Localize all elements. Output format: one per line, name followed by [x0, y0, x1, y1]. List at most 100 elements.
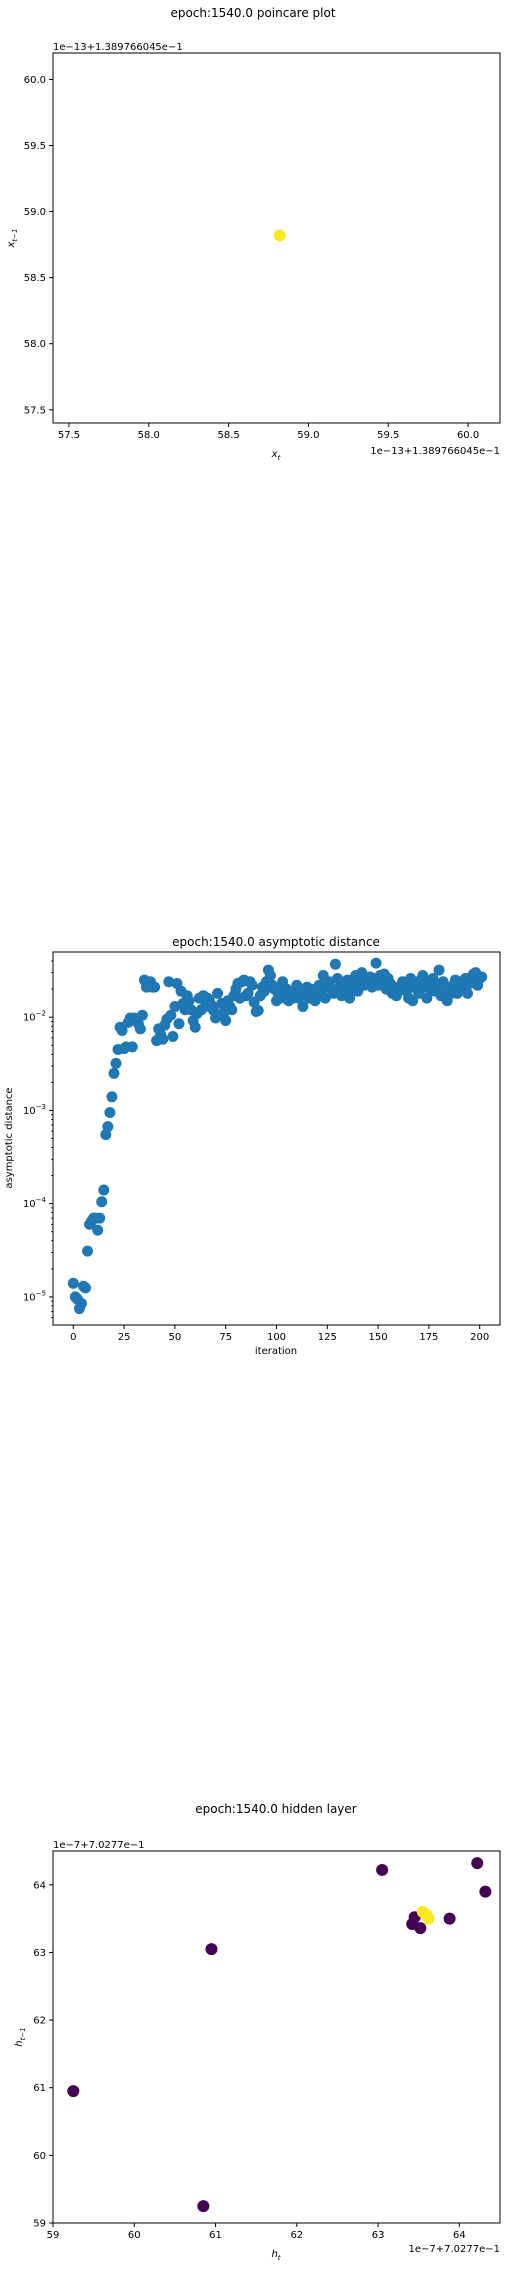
asymptotic-x-axis-label: iteration [255, 1346, 297, 1357]
poincare-point [273, 229, 286, 242]
asymptotic-x-tick-label: 200 [470, 1332, 489, 1343]
asymptotic-point [344, 992, 356, 1004]
hidden-y-tick-label: 62 [33, 2016, 46, 2027]
hidden-x-tick-label: 62 [290, 2230, 303, 2241]
asymptotic-point [264, 969, 276, 981]
hidden-y-tick-label: 59 [33, 2219, 46, 2230]
asymptotic-point [157, 1033, 169, 1045]
hidden-marks: 59 60 61 62 63 64 59 60 61 62 63 64 [33, 1857, 492, 2241]
asymptotic-point [329, 958, 341, 970]
asymptotic-point [421, 992, 433, 1004]
asymptotic-point [226, 1004, 238, 1016]
asymptotic-point [189, 1021, 201, 1033]
poincare-title: epoch:1540.0 poincare plot [170, 6, 335, 20]
asymptotic-point [94, 1212, 106, 1224]
asymptotic-point [116, 1024, 128, 1036]
asymptotic-y-axis-label: asymptotic distance [4, 1087, 15, 1188]
asymptotic-point [134, 1023, 146, 1035]
hidden-point-dark [67, 2085, 80, 2098]
asymptotic-point [110, 1057, 122, 1069]
asymptotic-point [92, 1224, 104, 1236]
poincare-x-tick-label: 59.0 [297, 430, 319, 441]
asymptotic-point [126, 1041, 138, 1053]
poincare-axes-frame [52, 52, 501, 424]
asymptotic-point [407, 995, 419, 1007]
asymptotic-point [98, 1184, 110, 1196]
asymptotic-point [173, 1018, 185, 1030]
poincare-y-tick-label: 59.0 [24, 207, 46, 218]
poincare-x-tick-label: 58.5 [217, 430, 239, 441]
asymptotic-point [108, 1067, 120, 1079]
poincare-x-tick-label: 57.5 [58, 430, 80, 441]
asymptotic-point [167, 1031, 179, 1043]
hidden-title: epoch:1540.0 hidden layer [195, 1802, 357, 1816]
asymptotic-x-tick-label: 150 [369, 1332, 388, 1343]
asymptotic-point [212, 987, 224, 999]
hidden-x-tick-label: 61 [209, 2230, 222, 2241]
hidden-point-dark [479, 1885, 492, 1898]
poincare-y-tick-label: 59.5 [24, 141, 46, 152]
asymptotic-point [183, 995, 195, 1007]
asymptotic-x-tick-label: 25 [118, 1332, 131, 1343]
asymptotic-point [165, 1009, 177, 1021]
poincare-x-tick-label: 60.0 [457, 430, 479, 441]
asymptotic-point [96, 1196, 108, 1208]
poincare-y-tick-label: 60.0 [24, 75, 46, 86]
asymptotic-point [258, 985, 270, 997]
asymptotic-x-tick-label: 100 [267, 1332, 286, 1343]
asymptotic-point [106, 1091, 118, 1103]
asymptotic-point [461, 987, 473, 999]
asymptotic-point [246, 979, 258, 991]
asymptotic-point [136, 1009, 148, 1021]
asymptotic-x-tick-label: 175 [419, 1332, 438, 1343]
asymptotic-distance-chart: epoch:1540.0 asymptotic distance 0 25 50 75… [4, 935, 501, 1357]
poincare-y-tick-label: 58.5 [24, 273, 46, 284]
hidden-y-tick-label: 60 [33, 2151, 46, 2162]
hidden-x-tick-label: 63 [372, 2230, 385, 2241]
asymptotic-point [476, 971, 488, 983]
poincare-y-offset-label: 1e−13+1.389766045e−1 [53, 42, 183, 53]
hidden-point-dark [443, 1912, 456, 1925]
asymptotic-x-tick-label: 50 [169, 1332, 182, 1343]
hidden-layer-chart: epoch:1540.0 hidden layer 1e−7+7.0277e−1… [14, 1802, 501, 2262]
poincare-x-offset-label: 1e−13+1.389766045e−1 [370, 446, 500, 457]
asymptotic-point [297, 1001, 309, 1013]
hidden-x-tick-label: 64 [453, 2230, 466, 2241]
asymptotic-x-tick-label: 125 [318, 1332, 337, 1343]
hidden-axes-frame [52, 1850, 501, 2224]
asymptotic-point [104, 1107, 116, 1119]
poincare-x-tick-label: 58.0 [138, 430, 160, 441]
hidden-y-tick-label: 64 [33, 1880, 46, 1891]
hidden-point-dark [376, 1863, 389, 1876]
asymptotic-point [433, 964, 445, 976]
asymptotic-x-tick-label: 0 [70, 1332, 76, 1343]
poincare-marks: 57.5 58.0 58.5 59.0 59.5 60.0 57.5 58.0 58.5 59.0… [24, 75, 479, 441]
poincare-y-tick-label: 57.5 [24, 405, 46, 416]
hidden-point-dark [471, 1857, 484, 1870]
asymptotic-point [370, 957, 382, 969]
asymptotic-point [417, 969, 429, 981]
asymptotic-point [149, 981, 161, 993]
asymptotic-point [80, 1282, 92, 1294]
asymptotic-axes-frame [52, 951, 501, 1326]
asymptotic-point [242, 987, 254, 999]
hidden-point-bright [422, 1912, 435, 1925]
asymptotic-point [75, 1298, 87, 1310]
hidden-x-axis-label: ht [271, 2249, 280, 2262]
hidden-x-offset-label: 1e−7+7.0277e−1 [408, 2244, 500, 2255]
hidden-y-tick-label: 63 [33, 1948, 46, 1959]
asymptotic-point [67, 1277, 79, 1289]
asymptotic-point [102, 1121, 114, 1133]
asymptotic-point [220, 1015, 232, 1027]
asymptotic-point [291, 979, 303, 991]
hidden-x-tick-label: 59 [47, 2230, 60, 2241]
hidden-point-dark [197, 2200, 210, 2213]
poincare-y-tick-label: 58.0 [24, 339, 46, 350]
asymptotic-point [82, 1245, 94, 1257]
hidden-x-tick-label: 60 [128, 2230, 141, 2241]
asymptotic-point [252, 1004, 264, 1016]
hidden-y-offset-label: 1e−7+7.0277e−1 [53, 1840, 145, 1851]
